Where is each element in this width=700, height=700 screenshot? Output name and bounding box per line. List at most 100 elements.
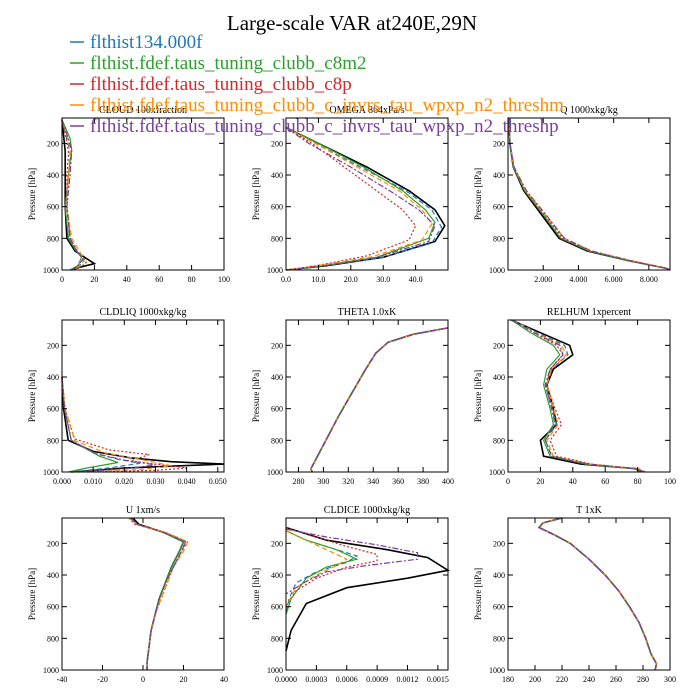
y-axis-label: Pressure [hPa] [27,370,37,422]
axis-frame [285,117,449,271]
x-tick-label: 0.040 [178,477,196,486]
axis-frame [507,517,671,671]
series-line [285,526,378,608]
x-tick-label: 300 [664,675,676,684]
x-tick-label: 0.0003 [305,675,327,684]
x-tick-label: 320 [342,477,354,486]
series-line [285,126,433,271]
x-tick-label: 60 [601,477,609,486]
x-tick-label: 280 [292,477,304,486]
y-tick-label: 600 [47,405,59,414]
y-tick-label: 800 [493,634,505,643]
series-line [508,117,671,271]
panel-title: Q 1000xkg/kg [560,105,618,116]
axis-frame [61,517,225,671]
legend-label: flthist.fdef.taus_tuning_clubb_c_invrs_t… [90,116,559,137]
y-axis-label: Pressure [hPa] [27,568,37,620]
axis-frame [285,517,449,671]
x-tick-label: 20 [90,275,98,284]
x-tick-label: 0.000 [53,477,71,486]
series-line [128,517,189,670]
series-line [61,119,84,271]
y-tick-label: 800 [493,436,505,445]
series-line [538,517,658,671]
y-tick-label: 400 [47,171,59,180]
series-line [285,126,443,271]
series-line [285,530,349,607]
series-line [538,517,658,671]
series-line [512,319,645,473]
series-line [285,127,436,271]
y-tick-label: 800 [47,234,59,243]
x-tick-label: 80 [634,477,642,486]
y-tick-label: 1000 [267,666,283,675]
series-line [538,517,658,671]
y-tick-label: 600 [271,405,283,414]
y-axis-label: Pressure [hPa] [27,168,37,220]
x-tick-label: 0 [506,477,510,486]
x-tick-label: 340 [367,477,379,486]
y-tick-label: 600 [493,603,505,612]
x-tick-label: 360 [392,477,404,486]
x-tick-label: 200 [529,675,541,684]
panel-title: OMEGA 864xPa/s [329,105,404,116]
x-tick-label: 0.0000 [275,675,297,684]
figure-title: Large-scale VAR at240E,29N [227,11,477,35]
y-tick-label: 200 [47,539,59,548]
x-tick-label: 10.0 [311,275,325,284]
x-tick-label: 8.000 [640,275,658,284]
y-tick-label: 400 [271,373,283,382]
panel-title: T 1xK [576,505,602,516]
y-tick-label: 200 [493,341,505,350]
panel-title: CLDLIQ 1000xkg/kg [100,307,187,318]
series-line [510,319,642,473]
legend-label: flthist.fdef.taus_tuning_clubb_c8m2 [90,53,367,74]
x-tick-label: 40 [569,477,577,486]
series-line [538,517,658,671]
x-tick-label: 20.0 [344,275,358,284]
y-tick-label: 1000 [489,666,505,675]
y-tick-label: 400 [493,171,505,180]
y-tick-label: 1000 [43,666,59,675]
series-line [512,319,643,473]
series-line [508,117,671,271]
series-line [130,517,187,670]
x-tick-label: -20 [97,675,108,684]
series-line [508,117,671,271]
series-line [61,376,156,473]
axis-frame [285,319,449,473]
x-tick-label: 40.0 [409,275,423,284]
y-tick-label: 400 [493,571,505,580]
x-tick-label: 30.0 [376,275,390,284]
x-tick-label: 40 [220,675,228,684]
x-tick-label: 0.010 [84,477,102,486]
series-line [61,376,225,473]
legend-label: flthist.fdef.taus_tuning_clubb_c8p [90,74,352,95]
axis-frame [507,319,671,473]
panel-title: RELHUM 1xpercent [547,307,631,318]
x-tick-label: 0.050 [209,477,227,486]
x-tick-label: 0 [60,275,64,284]
y-tick-label: 400 [271,571,283,580]
y-axis-label: Pressure [hPa] [251,370,261,422]
x-tick-label: 80 [188,275,196,284]
x-tick-label: 240 [583,675,595,684]
series-line [61,376,172,473]
series-line [285,528,419,595]
y-tick-label: 1000 [267,468,283,477]
x-tick-label: 0.0015 [427,675,449,684]
y-axis-label: Pressure [hPa] [251,568,261,620]
legend-label: flthist.fdef.taus_tuning_clubb_c_invrs_t… [90,95,564,116]
y-tick-label: 600 [271,603,283,612]
y-tick-label: 200 [47,341,59,350]
x-tick-label: 400 [442,477,454,486]
x-tick-label: 0.0012 [397,675,419,684]
y-tick-label: 800 [271,634,283,643]
y-tick-label: 600 [493,203,505,212]
series-line [130,517,185,670]
y-axis-label: Pressure [hPa] [473,370,483,422]
y-tick-label: 200 [47,139,59,148]
series-line [61,119,83,271]
panel-title: CLDICE 1000xkg/kg [324,505,410,516]
x-tick-label: 0.020 [115,477,133,486]
